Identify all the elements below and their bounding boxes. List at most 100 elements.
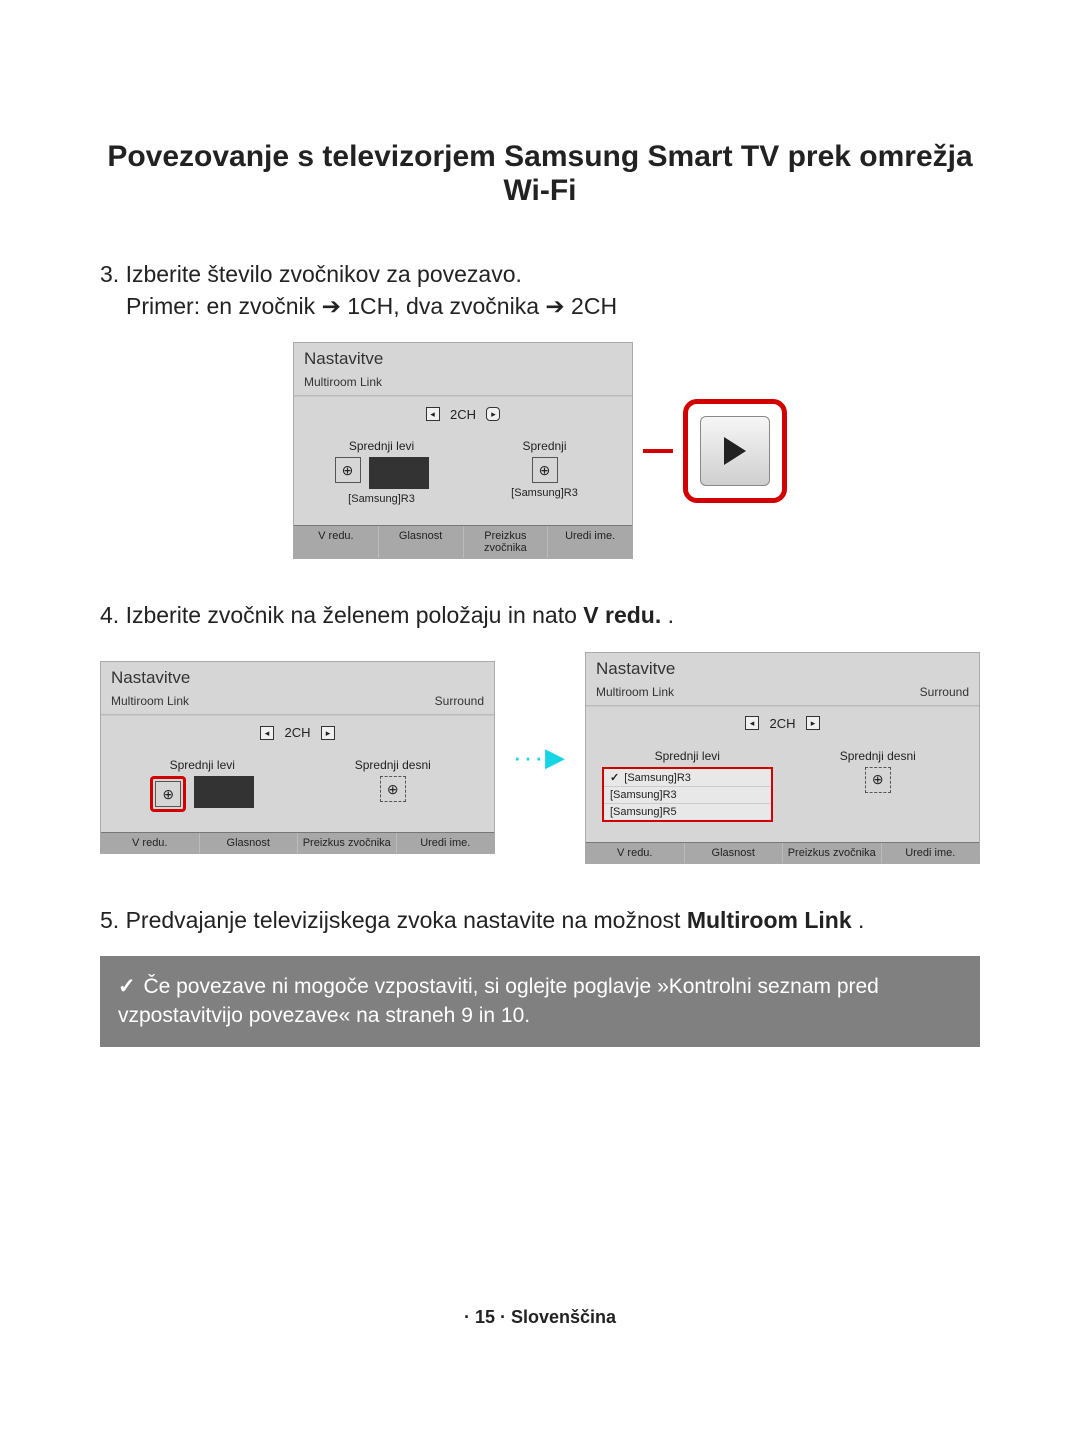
- step3-line2c: 2CH: [571, 293, 617, 319]
- step4-a: 4. Izberite zvočnik na želenem položaju …: [100, 602, 583, 628]
- step3-line2: Primer: en zvočnik ➔ 1CH, dva zvočnika ➔…: [126, 290, 980, 322]
- check-icon: ✓: [118, 975, 136, 998]
- footer-edit[interactable]: Uredi ime.: [397, 833, 495, 853]
- footer-test[interactable]: Preizkus zvočnika: [464, 526, 549, 558]
- panel1-right-device: [Samsung]R3: [473, 487, 616, 499]
- check-icon: ✓: [610, 772, 619, 784]
- panel3-title: Nastavitve: [586, 653, 979, 681]
- arrow-icon: ➔: [322, 293, 341, 319]
- panel1-left-label: Sprednji levi: [310, 439, 453, 453]
- footer-test[interactable]: Preizkus zvočnika: [783, 843, 882, 863]
- panel1-footer: V redu. Glasnost Preizkus zvočnika Uredi…: [294, 525, 632, 558]
- panel3-sub-left: Multiroom Link: [596, 685, 920, 699]
- panel3-speaker-area: Sprednji levi ✓ [Samsung]R3 [Samsung]R3 …: [586, 741, 979, 842]
- footer-ok[interactable]: V redu.: [294, 526, 379, 558]
- panel2-subrow: Multiroom Link Surround: [101, 690, 494, 715]
- selector-right-icon[interactable]: ▸: [321, 726, 335, 740]
- speaker-target-icon[interactable]: ⊕: [335, 457, 361, 483]
- footer-ok[interactable]: V redu.: [101, 833, 200, 853]
- selector-left-icon[interactable]: ◂: [260, 726, 274, 740]
- footer-volume[interactable]: Glasnost: [200, 833, 299, 853]
- step5-text: 5. Predvajanje televizijskega zvoka nast…: [100, 904, 980, 936]
- play-callout-highlight: [683, 399, 787, 503]
- footer-edit[interactable]: Uredi ime.: [548, 526, 632, 558]
- step4-c: .: [668, 602, 674, 628]
- step3-line2a: Primer: en zvočnik: [126, 293, 322, 319]
- panel1-left-device: [Samsung]R3: [310, 493, 453, 505]
- settings-panel-1: Nastavitve Multiroom Link ◂ 2CH ▸ Spredn…: [293, 342, 633, 559]
- footer-test[interactable]: Preizkus zvočnika: [298, 833, 397, 853]
- panel3-subrow: Multiroom Link Surround: [586, 681, 979, 706]
- footer-volume[interactable]: Glasnost: [379, 526, 464, 558]
- step3-line2b: 1CH, dva zvočnika: [347, 293, 545, 319]
- panel1-speaker-area: Sprednji levi ⊕ [Samsung]R3 Sprednji ⊕ […: [294, 431, 632, 525]
- selector-left-icon[interactable]: ◂: [745, 716, 759, 730]
- dropdown-item[interactable]: [Samsung]R5: [604, 803, 771, 820]
- step4-text: 4. Izberite zvočnik na želenem položaju …: [100, 599, 980, 631]
- footer-volume[interactable]: Glasnost: [685, 843, 784, 863]
- panel2-speaker-area: Sprednji levi ⊕ Sprednji desni ⊕: [101, 750, 494, 832]
- dropdown-item[interactable]: ✓ [Samsung]R3: [604, 769, 771, 786]
- page-title: Povezovanje s televizorjem Samsung Smart…: [100, 140, 980, 208]
- panel1-subrow: Multiroom Link: [294, 371, 632, 396]
- panel3-left-col: Sprednji levi ✓ [Samsung]R3 [Samsung]R3 …: [602, 749, 773, 822]
- step5-c: .: [858, 907, 864, 933]
- selector-right-icon[interactable]: ▸: [806, 716, 820, 730]
- step4-b: V redu.: [583, 602, 661, 628]
- speaker-target-icon[interactable]: ⊕: [865, 767, 891, 793]
- arrow-icon: ➔: [545, 293, 564, 319]
- page-footer: · 15 · Slovenščina: [100, 1307, 980, 1328]
- panel2-sub-left: Multiroom Link: [111, 694, 435, 708]
- panel3-selector: ◂ 2CH ▸: [586, 706, 979, 741]
- transition-arrow-icon: ···▶: [513, 742, 567, 773]
- step5-b: Multiroom Link: [687, 907, 852, 933]
- speaker-target-icon[interactable]: ⊕: [380, 776, 406, 802]
- speaker-dropdown[interactable]: ✓ [Samsung]R3 [Samsung]R3 [Samsung]R5: [602, 767, 773, 822]
- selector-right-icon[interactable]: ▸: [486, 407, 500, 421]
- panel3-sub-right: Surround: [920, 685, 969, 699]
- step5-a: 5. Predvajanje televizijskega zvoka nast…: [100, 907, 687, 933]
- play-button[interactable]: [700, 416, 770, 486]
- panel3-right-label: Sprednji desni: [793, 749, 964, 763]
- panel2-selector: ◂ 2CH ▸: [101, 715, 494, 750]
- panel1-right-col: Sprednji ⊕ [Samsung]R3: [473, 439, 616, 505]
- figure-two-panels: Nastavitve Multiroom Link Surround ◂ 2CH…: [100, 652, 980, 864]
- panel3-left-label: Sprednji levi: [602, 749, 773, 763]
- panel2-sub-right: Surround: [435, 694, 484, 708]
- speaker-preview: [194, 776, 254, 808]
- dropdown-item-label: [Samsung]R3: [624, 772, 691, 784]
- play-icon: [724, 437, 746, 465]
- panel2-title: Nastavitve: [101, 662, 494, 690]
- panel1-left-col: Sprednji levi ⊕ [Samsung]R3: [310, 439, 453, 505]
- footer-edit[interactable]: Uredi ime.: [882, 843, 980, 863]
- panel1-selector: ◂ 2CH ▸: [294, 396, 632, 431]
- panel3-footer: V redu. Glasnost Preizkus zvočnika Uredi…: [586, 842, 979, 863]
- speaker-preview: [369, 457, 429, 489]
- speaker-target-icon[interactable]: ⊕: [155, 781, 181, 807]
- dropdown-item[interactable]: [Samsung]R3: [604, 786, 771, 803]
- panel2-right-label: Sprednji desni: [308, 758, 479, 772]
- note-box: ✓ Če povezave ni mogoče vzpostaviti, si …: [100, 956, 980, 1047]
- panel1-title: Nastavitve: [294, 343, 632, 371]
- figure-panel1-callout: Nastavitve Multiroom Link ◂ 2CH ▸ Spredn…: [293, 342, 787, 559]
- panel2-footer: V redu. Glasnost Preizkus zvočnika Uredi…: [101, 832, 494, 853]
- panel3-right-col: Sprednji desni ⊕: [793, 749, 964, 793]
- selector-label: 2CH: [770, 716, 796, 731]
- panel2-left-col: Sprednji levi ⊕: [117, 758, 288, 812]
- selector-label: 2CH: [450, 407, 476, 422]
- step3-text: 3. Izberite število zvočnikov za povezav…: [100, 258, 980, 322]
- panel2-left-highlight: ⊕: [150, 776, 186, 812]
- panel2-right-col: Sprednji desni ⊕: [308, 758, 479, 812]
- panel1-right-label: Sprednji: [473, 439, 616, 453]
- panel1-sub-left: Multiroom Link: [304, 375, 622, 389]
- note-text: Če povezave ni mogoče vzpostaviti, si og…: [118, 975, 879, 1027]
- footer-ok[interactable]: V redu.: [586, 843, 685, 863]
- speaker-target-icon[interactable]: ⊕: [532, 457, 558, 483]
- callout-connector: [643, 449, 673, 453]
- settings-panel-3: Nastavitve Multiroom Link Surround ◂ 2CH…: [585, 652, 980, 864]
- step3-line1: 3. Izberite število zvočnikov za povezav…: [100, 258, 980, 290]
- panel2-left-label: Sprednji levi: [117, 758, 288, 772]
- selector-left-icon[interactable]: ◂: [426, 407, 440, 421]
- settings-panel-2: Nastavitve Multiroom Link Surround ◂ 2CH…: [100, 661, 495, 854]
- selector-label: 2CH: [285, 725, 311, 740]
